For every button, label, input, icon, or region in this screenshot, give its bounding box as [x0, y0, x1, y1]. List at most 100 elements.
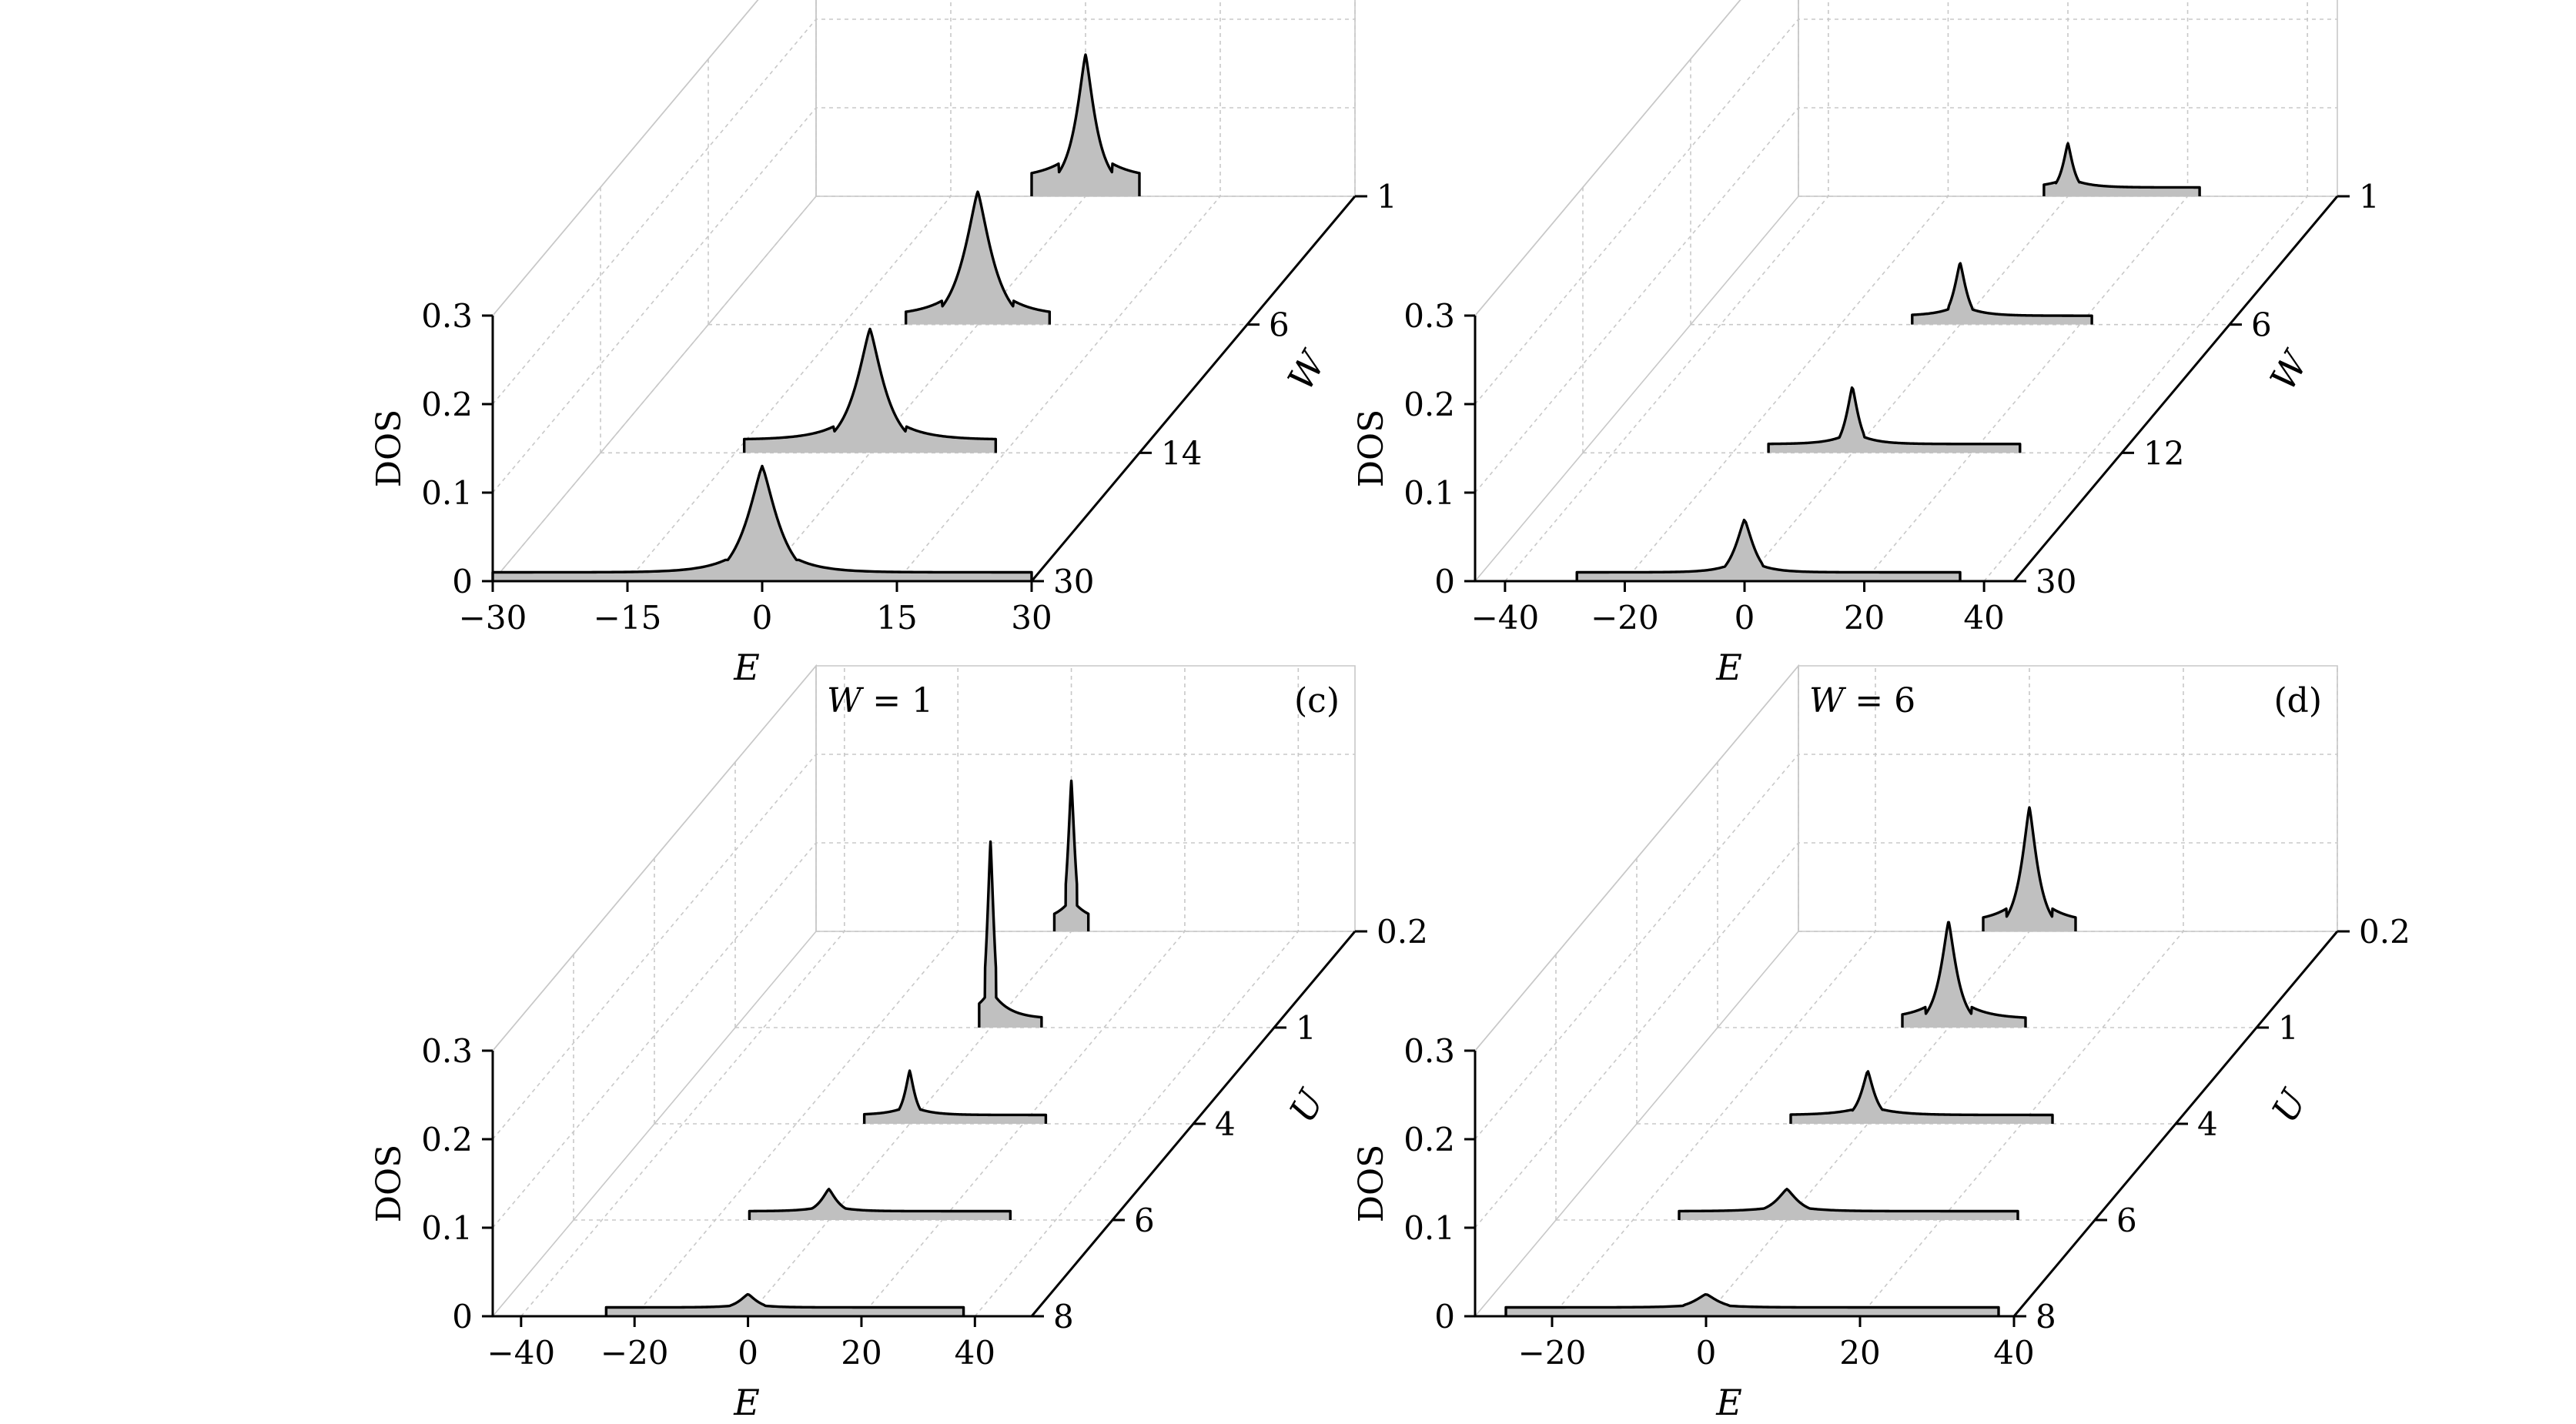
depth-axis-label: U [1281, 1081, 1333, 1130]
dos-area-6 [905, 192, 1050, 325]
dos-tick-label: 0.3 [421, 1032, 473, 1070]
gridline-dos [492, 754, 1355, 1140]
grid [1474, 0, 2338, 583]
gridline-dos [1474, 107, 2337, 493]
gridline-dos [492, 18, 1355, 405]
dos-line-6 [1911, 262, 2093, 325]
panel-label: (c) [1294, 681, 1340, 720]
dos-area-6 [749, 1188, 1011, 1220]
dos-line-4 [1789, 1070, 2054, 1124]
energy-tick-label: −40 [1471, 599, 1540, 637]
axes [482, 930, 1367, 1327]
energy-tick-label: −15 [594, 599, 662, 637]
rim [492, 665, 817, 1051]
energy-tick-label: 20 [1839, 1334, 1880, 1372]
energy-tick-label: 0 [1696, 1334, 1717, 1372]
axes [1464, 930, 2350, 1327]
dos-tick-label: 0.1 [1403, 474, 1455, 512]
dos-line-0.2 [1982, 806, 2077, 931]
depth-axis-label: U [2263, 1081, 2315, 1130]
energy-tick-label: −20 [1591, 599, 1659, 637]
dos-axis-label: DOS [370, 1145, 409, 1223]
panel-d: 0 0.1 0.2 0.3 −20 0 20 40 0.2 1 4 6 8 DOS E U W = 6 (d) [1352, 664, 2410, 1423]
dos-area-0.2 [1983, 807, 2076, 931]
gridline-energy [861, 666, 1186, 1317]
gridline-dos [1474, 18, 2337, 405]
energy-axis-label: E [1715, 647, 1742, 688]
energy-tick-label: 40 [1963, 599, 2004, 637]
depth-tick-label: 0.2 [1377, 913, 1428, 951]
dos-area-30 [493, 466, 1032, 581]
dos-line-30 [491, 464, 1033, 581]
dos-tick-label: 0 [452, 1298, 473, 1335]
dos-area-6 [1679, 1188, 2018, 1220]
dos-tick-label: 0.2 [1403, 1121, 1455, 1158]
gridline-dos [1474, 842, 2337, 1228]
gridline-energy [974, 666, 1300, 1317]
energy-axis-label: E [1715, 1382, 1742, 1423]
dos-line-8 [1504, 1292, 2000, 1316]
dos-line-6 [904, 190, 1052, 325]
dos-line-14 [742, 327, 998, 453]
gridline-energy [1744, 0, 2069, 582]
panel-a: 00.10.20.3−30−1501530161430DOSEWU = 0.5(… [370, 0, 1397, 688]
gridline-energy [896, 0, 1221, 582]
dos-area-14 [744, 329, 996, 453]
corner-label: W = 1 [827, 681, 933, 720]
dos-line-4 [862, 1069, 1048, 1124]
depth-tick-label: 8 [1053, 1298, 1074, 1335]
rim [492, 0, 759, 316]
dos-tick-label: 0.2 [421, 386, 473, 423]
depth-tick-label: 30 [2036, 563, 2076, 600]
dos-tick-label: 0.1 [421, 1209, 473, 1247]
axes [1464, 195, 2350, 592]
dos-area-12 [1768, 387, 2020, 453]
dos-axis-label: DOS [1352, 1145, 1391, 1223]
depth-tick-label: 30 [1053, 563, 1094, 600]
dos-line-1 [2042, 142, 2201, 196]
depth-tick-label: 4 [2197, 1105, 2218, 1143]
energy-axis-label: E [733, 647, 760, 688]
depth-tick-label: 6 [1134, 1202, 1155, 1239]
energy-tick-label: 0 [752, 599, 773, 637]
axes [482, 195, 1367, 592]
depth-tick-label: 6 [2116, 1202, 2137, 1239]
panel-label: (d) [2274, 681, 2323, 720]
grid [492, 0, 1356, 583]
energy-tick-label: 0 [1735, 599, 1755, 637]
gridline-dos [1474, 754, 2337, 1140]
energy-tick-label: 40 [1993, 1334, 2034, 1372]
depth-tick-label: 1 [2278, 1009, 2299, 1047]
dos-line-1 [1030, 53, 1141, 196]
corner-label: W = 6 [1809, 681, 1915, 720]
depth-axis-label: W [1280, 343, 1335, 397]
energy-axis-label: E [733, 1382, 760, 1423]
energy-tick-label: 0 [738, 1334, 758, 1372]
energy-tick-label: 40 [955, 1334, 995, 1372]
depth-tick-label: 8 [2036, 1298, 2056, 1335]
panel-b: 00.10.20.3−40−2002040161230DOSEWU = 4(b) [1352, 0, 2380, 688]
depth-tick-label: 12 [2143, 434, 2184, 472]
dos-tick-label: 0.1 [1403, 1209, 1455, 1247]
dos-tick-label: 0.3 [421, 297, 473, 335]
dos-line-1 [978, 840, 1043, 1028]
depth-tick-label: 4 [1215, 1105, 1236, 1143]
depth-tick-label: 6 [1269, 306, 1290, 344]
dos-tick-label: 0.3 [1403, 297, 1455, 335]
depth-axis [1030, 196, 1357, 582]
dos-tick-label: 0.2 [1403, 386, 1455, 423]
dos-line-12 [1767, 386, 2022, 453]
dos-area-4 [864, 1071, 1046, 1124]
dos-area-0.2 [1054, 781, 1089, 931]
depth-tick-label: 1 [2359, 178, 2380, 216]
energy-tick-label: 20 [1844, 599, 1885, 637]
dos-area-8 [1506, 1294, 1999, 1316]
dos-area-4 [1791, 1071, 2052, 1124]
depth-tick-label: 1 [1296, 1009, 1316, 1047]
panel-c: 0 0.1 0.2 0.3 −40 −20 0 20 40 0.2 1 4 6 8 DOS E U W = 1 (c… [370, 664, 1428, 1423]
gridline-energy [627, 0, 952, 582]
gridline-energy [1863, 0, 2189, 582]
depth-tick-label: 6 [2251, 306, 2272, 344]
gridline-dos [492, 842, 1355, 1228]
depth-tick-label: 0.2 [2359, 913, 2410, 951]
